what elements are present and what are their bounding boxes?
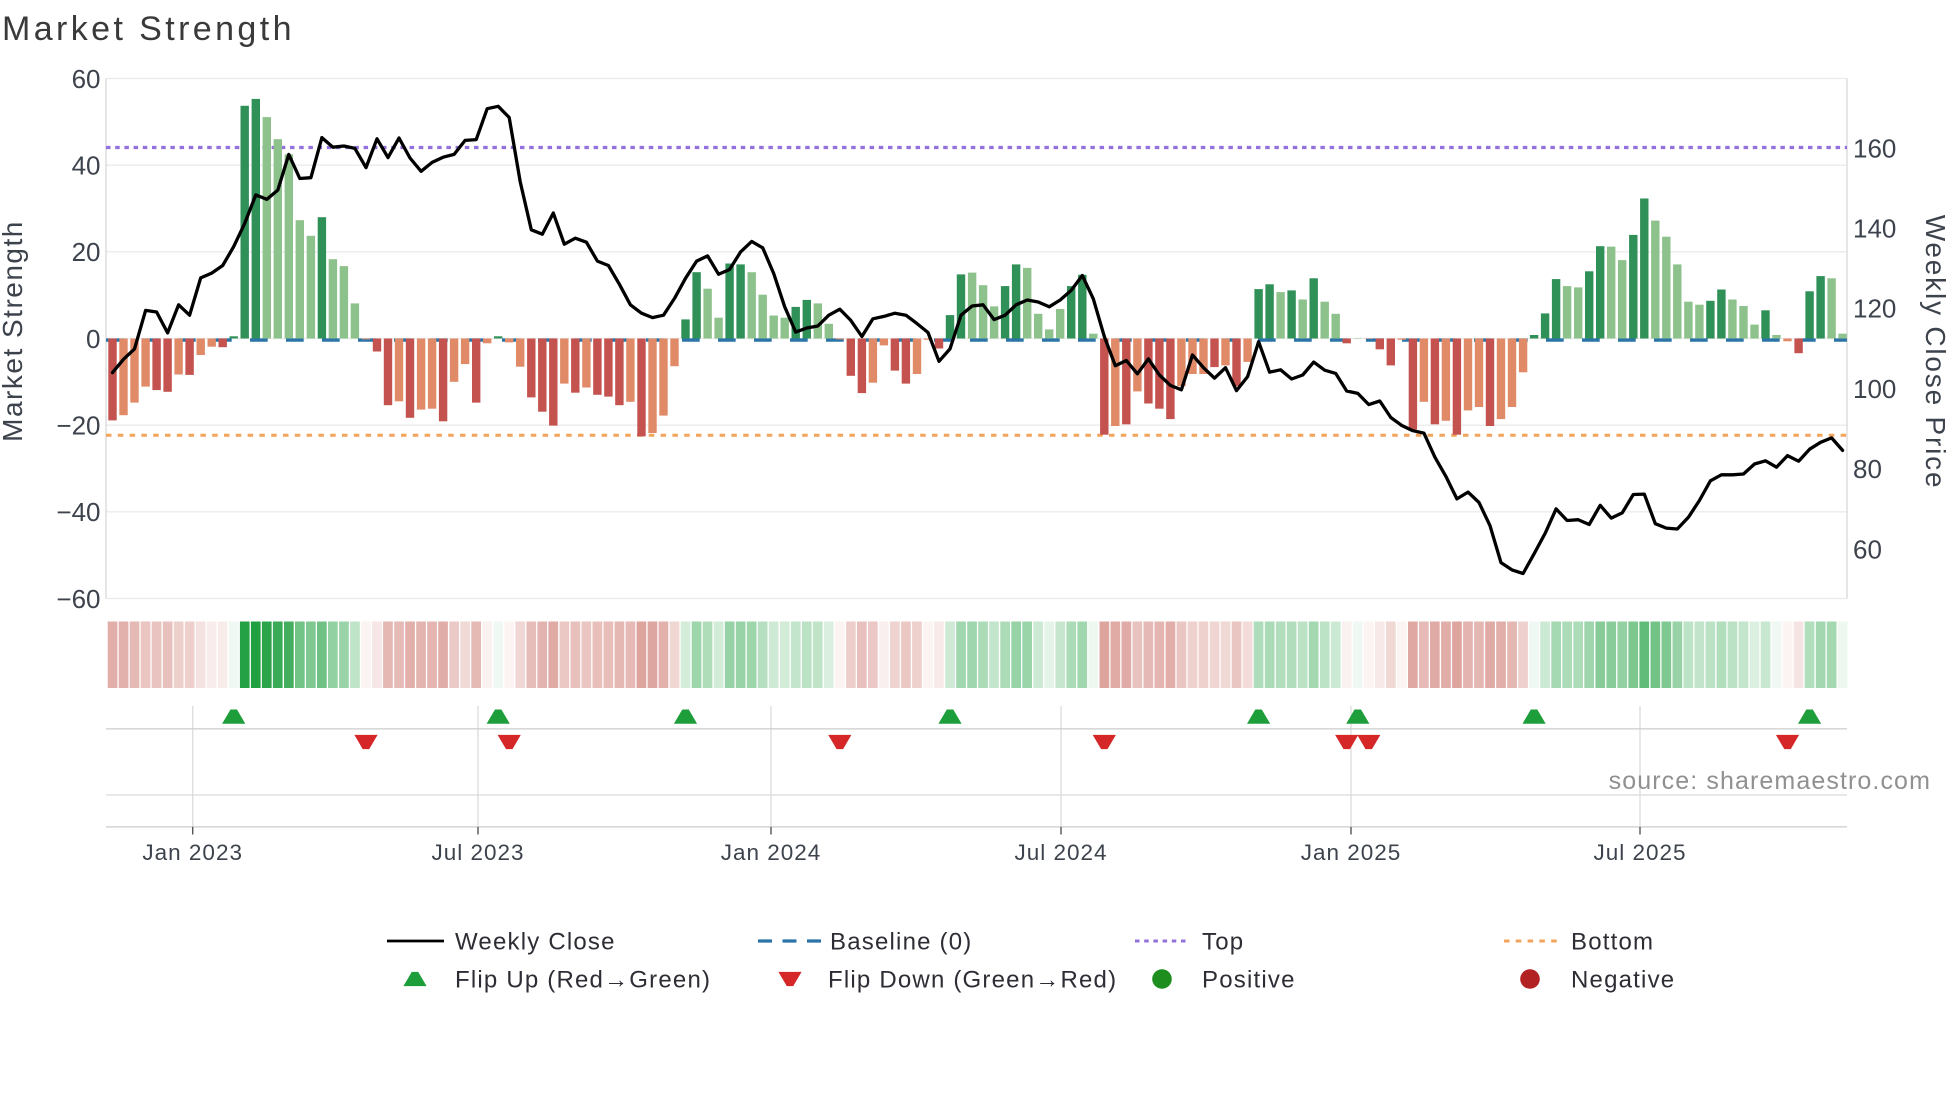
svg-text:Flip Down (Green→Red): Flip Down (Green→Red) [828,967,1117,994]
svg-text:60: 60 [1853,534,1882,564]
svg-text:Jan 2025: Jan 2025 [1301,840,1402,865]
svg-text:Bottom: Bottom [1571,929,1654,956]
svg-text:−60: −60 [56,584,100,614]
svg-text:Jul 2023: Jul 2023 [431,840,524,865]
svg-text:60: 60 [72,64,101,94]
svg-text:Market Strength: Market Strength [0,220,28,442]
svg-text:Jan 2024: Jan 2024 [721,840,822,865]
svg-text:20: 20 [72,237,101,267]
svg-text:−40: −40 [56,497,100,527]
svg-text:160: 160 [1853,133,1896,163]
svg-text:Positive: Positive [1202,967,1296,994]
svg-text:40: 40 [72,151,101,181]
svg-text:100: 100 [1853,374,1896,404]
svg-text:Jul 2024: Jul 2024 [1014,840,1107,865]
svg-text:80: 80 [1853,454,1882,484]
svg-text:120: 120 [1853,294,1896,324]
svg-text:Top: Top [1202,929,1244,956]
svg-text:Negative: Negative [1571,967,1675,994]
svg-text:Baseline (0): Baseline (0) [830,929,972,956]
svg-text:Weekly Close Price: Weekly Close Price [1920,215,1951,490]
svg-text:Jan 2023: Jan 2023 [142,840,243,865]
svg-text:Jul 2025: Jul 2025 [1593,840,1686,865]
svg-text:Flip Up (Red→Green): Flip Up (Red→Green) [455,967,711,994]
svg-text:0: 0 [86,324,100,354]
svg-text:Market Strength: Market Strength [2,10,295,48]
svg-text:−20: −20 [56,411,100,441]
svg-text:source: sharemaestro.com: source: sharemaestro.com [1609,767,1931,795]
svg-text:140: 140 [1853,214,1896,244]
svg-text:Weekly Close: Weekly Close [455,929,616,956]
